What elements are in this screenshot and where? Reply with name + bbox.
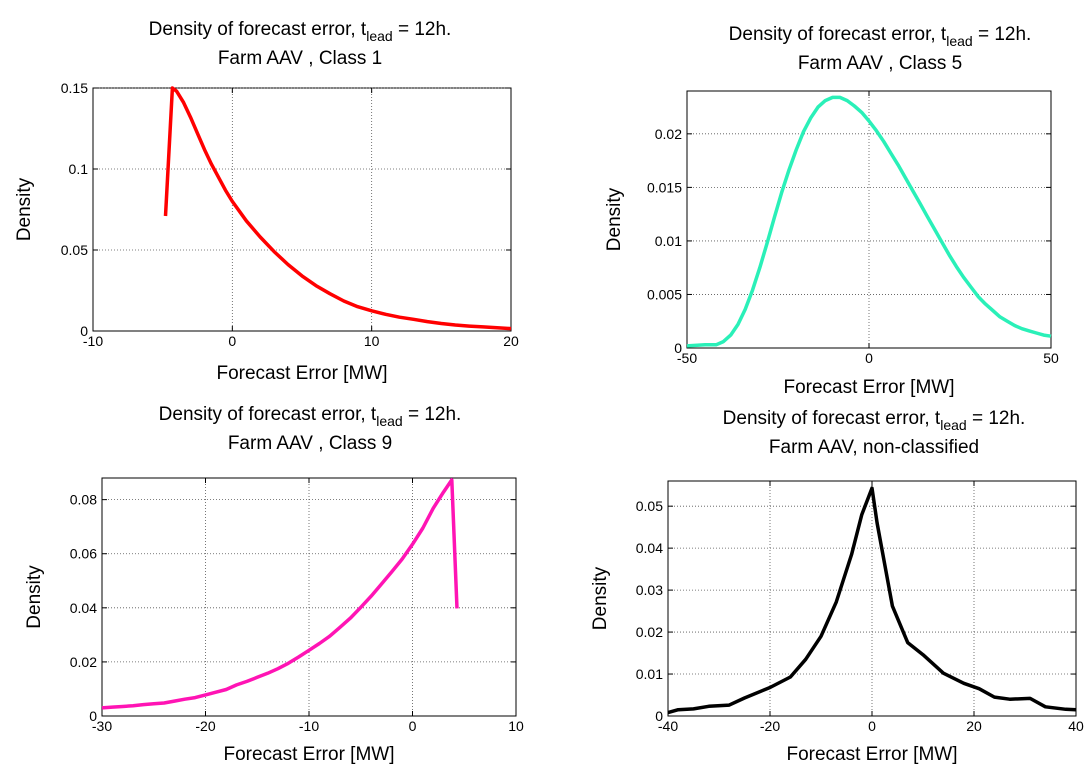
- chart-panel-4: Density of forecast error, tlead = 12h. F…: [590, 408, 1084, 765]
- x-tick-label: -40: [658, 718, 678, 734]
- chart-title: Density of forecast error, tlead = 12h.: [149, 19, 452, 44]
- y-tick-label: 0.03: [636, 582, 663, 598]
- y-tick-label: 0: [80, 323, 88, 339]
- y-tick-label: 0.02: [636, 624, 663, 640]
- x-tick-label: 0: [409, 718, 417, 734]
- y-tick-label: 0.08: [70, 492, 97, 508]
- y-tick-label: 0.015: [647, 179, 682, 195]
- x-tick-label: 40: [1068, 718, 1084, 734]
- y-tick-label: 0.04: [70, 600, 97, 616]
- chart-panel-3: Density of forecast error, tlead = 12h. F…: [24, 404, 524, 765]
- density-curve: [163, 86, 512, 331]
- y-axis-label: Density: [604, 187, 625, 251]
- y-tick-label: 0.01: [636, 666, 663, 682]
- y-axis-label: Density: [590, 566, 611, 630]
- y-tick-label: 0.02: [70, 654, 97, 670]
- chart-panel-1: Density of forecast error, tlead = 12h. F…: [14, 19, 519, 384]
- x-tick-label: -50: [677, 350, 697, 366]
- y-tick-label: 0.04: [636, 540, 663, 556]
- chart-subtitle: Farm AAV , Class 1: [218, 48, 382, 69]
- x-tick-label: -30: [92, 718, 112, 734]
- y-tick-label: 0: [89, 708, 97, 724]
- x-tick-label: 50: [1043, 350, 1059, 366]
- chart-title: Density of forecast error, tlead = 12h.: [723, 408, 1026, 433]
- chart-title: Density of forecast error, tlead = 12h.: [729, 24, 1032, 49]
- y-tick-label: 0.1: [69, 161, 89, 177]
- chart-subtitle: Farm AAV , Class 9: [228, 433, 392, 454]
- x-tick-label: 0: [868, 718, 876, 734]
- chart-subtitle: Farm AAV, non-classified: [769, 437, 979, 458]
- density-curve: [686, 95, 1052, 348]
- density-curve: [667, 486, 1077, 715]
- x-axis-label: Forecast Error [MW]: [223, 744, 394, 765]
- density-curve: [101, 478, 459, 710]
- x-tick-label: 10: [508, 718, 524, 734]
- chart-panel-2: Density of forecast error, tlead = 12h. F…: [604, 24, 1059, 398]
- plot-area: [686, 90, 1052, 349]
- x-tick-label: -20: [195, 718, 215, 734]
- y-tick-label: 0.01: [655, 233, 682, 249]
- x-tick-label: -10: [83, 333, 103, 349]
- y-tick-label: 0.005: [647, 286, 682, 302]
- y-axis-label: Density: [24, 565, 45, 629]
- x-tick-label: 0: [228, 333, 236, 349]
- x-tick-label: -10: [299, 718, 319, 734]
- y-axis-label: Density: [14, 177, 35, 241]
- y-tick-label: 0: [674, 340, 682, 356]
- y-tick-label: 0: [655, 708, 663, 724]
- x-tick-label: 0: [865, 350, 873, 366]
- chart-title: Density of forecast error, tlead = 12h.: [159, 404, 462, 429]
- x-tick-label: 10: [364, 333, 380, 349]
- x-axis-label: Forecast Error [MW]: [786, 744, 957, 765]
- y-tick-label: 0.02: [655, 126, 682, 142]
- y-tick-label: 0.05: [636, 498, 663, 514]
- y-tick-label: 0.06: [70, 546, 97, 562]
- y-tick-label: 0.05: [61, 242, 88, 258]
- chart-subtitle: Farm AAV , Class 5: [798, 53, 962, 74]
- x-axis-label: Forecast Error [MW]: [216, 363, 387, 384]
- x-tick-label: 20: [503, 333, 519, 349]
- x-tick-label: 20: [966, 718, 982, 734]
- x-tick-label: -20: [760, 718, 780, 734]
- plot-area: [92, 87, 512, 332]
- x-axis-label: Forecast Error [MW]: [783, 377, 954, 398]
- y-tick-label: 0.15: [61, 80, 88, 96]
